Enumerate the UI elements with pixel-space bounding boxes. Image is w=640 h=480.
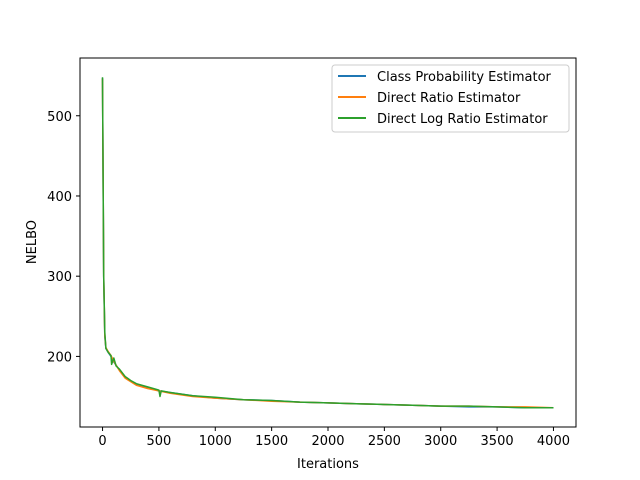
x-tick-label-5: 2500	[368, 434, 401, 449]
x-axis-label: Iterations	[297, 457, 359, 472]
y-tick-label-0: 200	[47, 350, 72, 365]
legend: Class Probability Estimator Direct Ratio …	[331, 64, 570, 133]
axis-ticks: 0 500 1000 1500 2000 2500 3000 3500 4000 200 300 40…	[47, 110, 570, 449]
legend-label-0: Class Probability Estimator	[377, 70, 552, 85]
legend-label-1: Direct Ratio Estimator	[377, 91, 521, 106]
legend-label-2: Direct Log Ratio Estimator	[377, 112, 548, 127]
series-line-2	[101, 77, 554, 409]
x-tick-label-1: 500	[146, 434, 171, 449]
x-tick-label-2: 1000	[199, 434, 232, 449]
y-tick-label-3: 500	[47, 110, 72, 125]
y-tick-label-1: 300	[47, 270, 72, 285]
x-tick-label-4: 2000	[311, 434, 344, 449]
x-tick-label-8: 4000	[537, 434, 570, 449]
y-tick-label-2: 400	[47, 190, 72, 205]
y-axis-label: NELBO	[25, 220, 40, 264]
axes-frame	[79, 57, 577, 428]
x-tick-label-3: 1500	[255, 434, 288, 449]
legend-box	[331, 64, 570, 133]
x-tick-label-0: 0	[98, 434, 106, 449]
x-tick-label-6: 3000	[424, 434, 457, 449]
plot-area	[101, 77, 554, 409]
x-tick-label-7: 3500	[481, 434, 514, 449]
